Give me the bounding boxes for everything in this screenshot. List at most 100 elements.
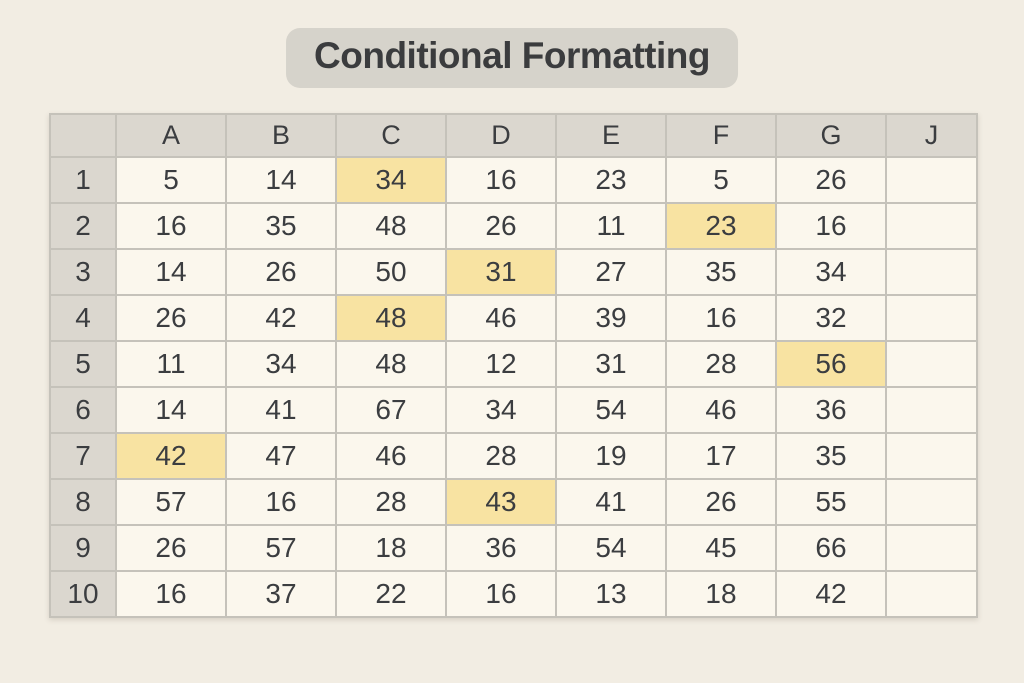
- column-header-D[interactable]: D: [445, 113, 557, 158]
- corner-cell[interactable]: [49, 113, 117, 158]
- row-header-4[interactable]: 4: [49, 294, 117, 342]
- cell-J6[interactable]: [885, 386, 978, 434]
- column-header-B[interactable]: B: [225, 113, 337, 158]
- cell-J3[interactable]: [885, 248, 978, 296]
- cell-D4[interactable]: 46: [445, 294, 557, 342]
- row-header-3[interactable]: 3: [49, 248, 117, 296]
- cell-B3[interactable]: 26: [225, 248, 337, 296]
- cell-J10[interactable]: [885, 570, 978, 618]
- cell-A7[interactable]: 42: [115, 432, 227, 480]
- cell-B8[interactable]: 16: [225, 478, 337, 526]
- row-header-7[interactable]: 7: [49, 432, 117, 480]
- cell-D10[interactable]: 16: [445, 570, 557, 618]
- cell-D3[interactable]: 31: [445, 248, 557, 296]
- cell-G8[interactable]: 55: [775, 478, 887, 526]
- cell-B7[interactable]: 47: [225, 432, 337, 480]
- cell-F9[interactable]: 45: [665, 524, 777, 572]
- cell-E10[interactable]: 13: [555, 570, 667, 618]
- cell-J9[interactable]: [885, 524, 978, 572]
- cell-F8[interactable]: 26: [665, 478, 777, 526]
- cell-E1[interactable]: 23: [555, 156, 667, 204]
- cell-A1[interactable]: 5: [115, 156, 227, 204]
- column-header-A[interactable]: A: [115, 113, 227, 158]
- column-header-J[interactable]: J: [885, 113, 978, 158]
- cell-G9[interactable]: 66: [775, 524, 887, 572]
- cell-D2[interactable]: 26: [445, 202, 557, 250]
- cell-B9[interactable]: 57: [225, 524, 337, 572]
- cell-G5[interactable]: 56: [775, 340, 887, 388]
- column-header-C[interactable]: C: [335, 113, 447, 158]
- cell-B2[interactable]: 35: [225, 202, 337, 250]
- row-header-2[interactable]: 2: [49, 202, 117, 250]
- cell-E3[interactable]: 27: [555, 248, 667, 296]
- cell-A10[interactable]: 16: [115, 570, 227, 618]
- column-header-G[interactable]: G: [775, 113, 887, 158]
- cell-J7[interactable]: [885, 432, 978, 480]
- row-header-8[interactable]: 8: [49, 478, 117, 526]
- cell-A5[interactable]: 11: [115, 340, 227, 388]
- column-header-F[interactable]: F: [665, 113, 777, 158]
- cell-C5[interactable]: 48: [335, 340, 447, 388]
- cell-G4[interactable]: 32: [775, 294, 887, 342]
- cell-D8[interactable]: 43: [445, 478, 557, 526]
- row-header-10[interactable]: 10: [49, 570, 117, 618]
- cell-E7[interactable]: 19: [555, 432, 667, 480]
- cell-D7[interactable]: 28: [445, 432, 557, 480]
- cell-E4[interactable]: 39: [555, 294, 667, 342]
- row-header-5[interactable]: 5: [49, 340, 117, 388]
- cell-F7[interactable]: 17: [665, 432, 777, 480]
- cell-E9[interactable]: 54: [555, 524, 667, 572]
- cell-D1[interactable]: 16: [445, 156, 557, 204]
- cell-J1[interactable]: [885, 156, 978, 204]
- cell-A3[interactable]: 14: [115, 248, 227, 296]
- cell-J8[interactable]: [885, 478, 978, 526]
- cell-C3[interactable]: 50: [335, 248, 447, 296]
- cell-A4[interactable]: 26: [115, 294, 227, 342]
- cell-E5[interactable]: 31: [555, 340, 667, 388]
- cell-A9[interactable]: 26: [115, 524, 227, 572]
- cell-G10[interactable]: 42: [775, 570, 887, 618]
- cell-F4[interactable]: 16: [665, 294, 777, 342]
- cell-C10[interactable]: 22: [335, 570, 447, 618]
- row-header-6[interactable]: 6: [49, 386, 117, 434]
- cell-A6[interactable]: 14: [115, 386, 227, 434]
- column-header-E[interactable]: E: [555, 113, 667, 158]
- cell-F3[interactable]: 35: [665, 248, 777, 296]
- cell-G3[interactable]: 34: [775, 248, 887, 296]
- cell-A8[interactable]: 57: [115, 478, 227, 526]
- cell-B1[interactable]: 14: [225, 156, 337, 204]
- cell-C2[interactable]: 48: [335, 202, 447, 250]
- cell-F1[interactable]: 5: [665, 156, 777, 204]
- cell-C8[interactable]: 28: [335, 478, 447, 526]
- row-header-1[interactable]: 1: [49, 156, 117, 204]
- cell-C6[interactable]: 67: [335, 386, 447, 434]
- cell-B5[interactable]: 34: [225, 340, 337, 388]
- cell-F5[interactable]: 28: [665, 340, 777, 388]
- cell-C4[interactable]: 48: [335, 294, 447, 342]
- cell-G2[interactable]: 16: [775, 202, 887, 250]
- cell-E2[interactable]: 11: [555, 202, 667, 250]
- cell-J5[interactable]: [885, 340, 978, 388]
- cell-J4[interactable]: [885, 294, 978, 342]
- cell-B10[interactable]: 37: [225, 570, 337, 618]
- cell-B6[interactable]: 41: [225, 386, 337, 434]
- cell-G7[interactable]: 35: [775, 432, 887, 480]
- cell-J2[interactable]: [885, 202, 978, 250]
- cell-C1[interactable]: 34: [335, 156, 447, 204]
- cell-F2[interactable]: 23: [665, 202, 777, 250]
- cell-F6[interactable]: 46: [665, 386, 777, 434]
- cell-E6[interactable]: 54: [555, 386, 667, 434]
- cell-B4[interactable]: 42: [225, 294, 337, 342]
- cell-G1[interactable]: 26: [775, 156, 887, 204]
- cell-C7[interactable]: 46: [335, 432, 447, 480]
- cell-D6[interactable]: 34: [445, 386, 557, 434]
- cell-D5[interactable]: 12: [445, 340, 557, 388]
- cell-C9[interactable]: 18: [335, 524, 447, 572]
- cell-E8[interactable]: 41: [555, 478, 667, 526]
- cell-G6[interactable]: 36: [775, 386, 887, 434]
- row-header-9[interactable]: 9: [49, 524, 117, 572]
- cell-A2[interactable]: 16: [115, 202, 227, 250]
- cell-F10[interactable]: 18: [665, 570, 777, 618]
- cell-D9[interactable]: 36: [445, 524, 557, 572]
